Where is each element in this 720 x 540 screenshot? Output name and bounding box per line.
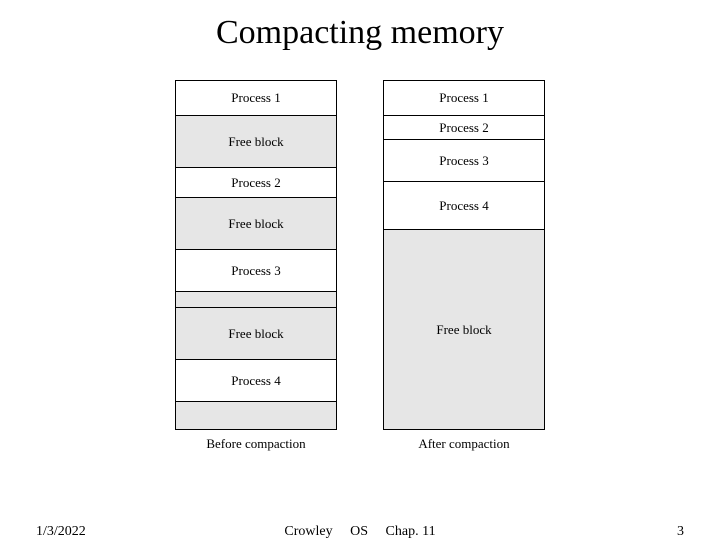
before-block-1: Free block	[176, 115, 336, 167]
before-block-6: Free block	[176, 307, 336, 359]
footer-page: 3	[677, 524, 684, 540]
before-block-4: Process 3	[176, 249, 336, 291]
after-block-2: Process 3	[384, 139, 544, 181]
diagram-area: Process 1Free blockProcess 2Free blockPr…	[0, 80, 720, 452]
before-diagram: Process 1Free blockProcess 2Free blockPr…	[175, 80, 337, 452]
after-block-1: Process 2	[384, 115, 544, 139]
after-block-0: Process 1	[384, 81, 544, 115]
footer-course: OS	[350, 524, 368, 539]
after-block-3: Process 4	[384, 181, 544, 229]
after-caption: After compaction	[418, 436, 509, 452]
footer-center: Crowley OS Chap. 11	[0, 524, 720, 540]
before-block-3: Free block	[176, 197, 336, 249]
before-block-5	[176, 291, 336, 307]
after-block-4: Free block	[384, 229, 544, 429]
footer-author: Crowley	[284, 524, 332, 539]
before-block-2: Process 2	[176, 167, 336, 197]
after-diagram: Process 1Process 2Process 3Process 4Free…	[383, 80, 545, 452]
slide: Compacting memory Process 1Free blockPro…	[0, 0, 720, 540]
before-stack: Process 1Free blockProcess 2Free blockPr…	[175, 80, 337, 430]
before-block-8	[176, 401, 336, 429]
after-stack: Process 1Process 2Process 3Process 4Free…	[383, 80, 545, 430]
before-block-0: Process 1	[176, 81, 336, 115]
before-caption: Before compaction	[206, 436, 305, 452]
footer-chapter: Chap. 11	[386, 524, 436, 539]
slide-title: Compacting memory	[0, 14, 720, 52]
before-block-7: Process 4	[176, 359, 336, 401]
